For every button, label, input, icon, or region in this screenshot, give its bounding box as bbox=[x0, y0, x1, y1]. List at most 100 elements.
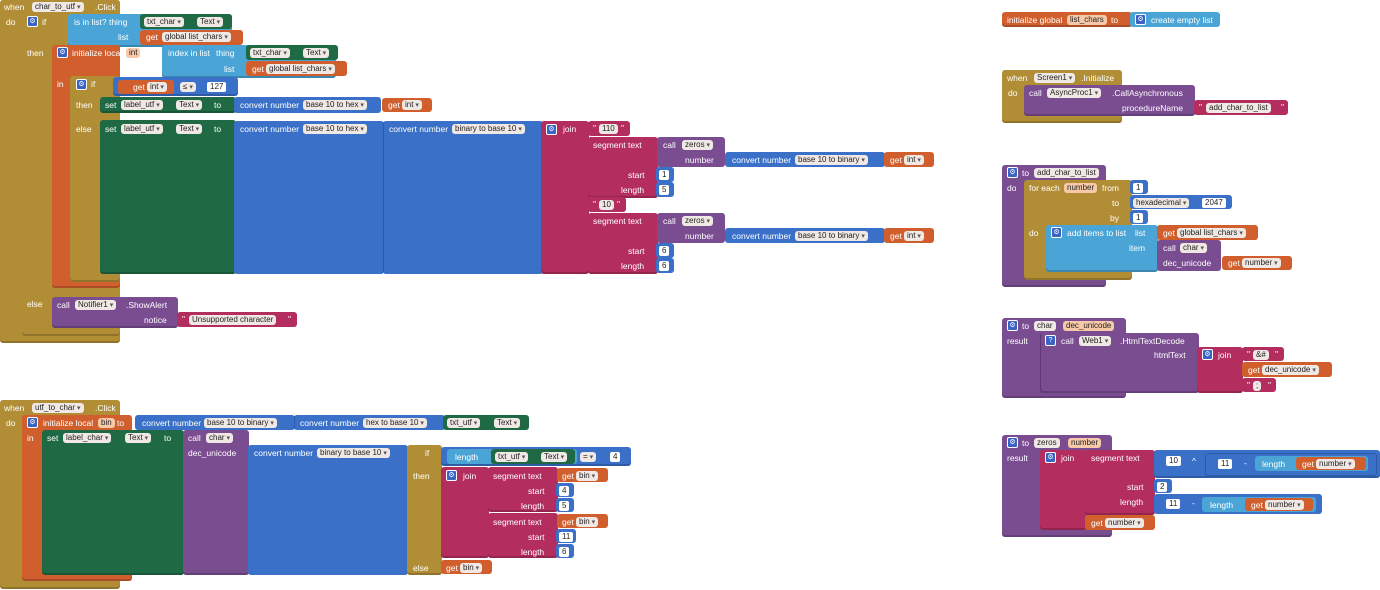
asyncproc1-dropdown[interactable]: AsyncProc1 bbox=[1047, 88, 1102, 98]
param-name[interactable]: dec_unicode bbox=[1063, 321, 1115, 331]
global-list-chars-dropdown[interactable]: global list_chars bbox=[266, 64, 335, 74]
global-list-chars-dropdown[interactable]: global list_chars bbox=[1177, 228, 1246, 238]
number-127[interactable]: 127 bbox=[207, 82, 227, 92]
mutator-gear-icon[interactable]: ⚙ bbox=[1007, 320, 1018, 331]
local-bin-name[interactable]: bin bbox=[98, 418, 115, 428]
component-dropdown[interactable]: char_to_utf bbox=[32, 2, 84, 12]
component-dropdown[interactable]: utf_to_char bbox=[32, 403, 84, 413]
join-block[interactable] bbox=[541, 121, 589, 274]
mutator-gear-icon[interactable]: ⚙ bbox=[27, 417, 38, 428]
bin-dropdown[interactable]: bin bbox=[576, 517, 599, 527]
number-11[interactable]: 11 bbox=[559, 532, 574, 542]
proc-name-text[interactable]: add_char_to_list bbox=[1206, 103, 1271, 113]
global-list-chars-dropdown[interactable]: global list_chars bbox=[162, 32, 231, 42]
number-4[interactable]: 4 bbox=[610, 452, 621, 462]
text-prop-dropdown[interactable]: Text bbox=[176, 100, 203, 110]
add-items-block[interactable] bbox=[1046, 225, 1158, 272]
global-name[interactable]: list_chars bbox=[1067, 15, 1107, 25]
mutator-gear-icon[interactable]: ⚙ bbox=[57, 47, 68, 58]
mutator-gear-icon[interactable]: ⚙ bbox=[446, 470, 457, 481]
txt-char-dropdown[interactable]: txt_char bbox=[250, 48, 290, 58]
mutator-gear-icon[interactable]: ⚙ bbox=[1007, 167, 1018, 178]
create-empty-list-block[interactable] bbox=[1130, 12, 1220, 27]
text-prop-dropdown[interactable]: Text bbox=[197, 17, 224, 27]
bin-dropdown[interactable]: bin bbox=[576, 471, 599, 481]
txt-utf-dropdown[interactable]: txt_utf bbox=[447, 418, 481, 428]
text-10[interactable]: 10 bbox=[599, 200, 614, 210]
local-int-name[interactable]: int bbox=[126, 48, 141, 58]
txt-utf-dropdown[interactable]: txt_utf bbox=[495, 452, 529, 462]
base-10-to-binary-dropdown[interactable]: base 10 to binary bbox=[795, 155, 868, 165]
bin-dropdown[interactable]: bin bbox=[460, 563, 483, 573]
number-6[interactable]: 6 bbox=[659, 246, 670, 256]
text-amp[interactable]: &# bbox=[1253, 350, 1269, 360]
label-utf-dropdown[interactable]: label_utf bbox=[121, 100, 163, 110]
segment-text-block[interactable] bbox=[588, 137, 658, 198]
set-label-utf-else[interactable] bbox=[100, 120, 236, 274]
base-10-to-hex-dropdown[interactable]: base 10 to hex bbox=[303, 124, 367, 134]
base-10-to-hex-dropdown[interactable]: base 10 to hex bbox=[303, 100, 367, 110]
number-1[interactable]: 1 bbox=[659, 170, 670, 180]
number-6[interactable]: 6 bbox=[559, 547, 570, 557]
char-proc-dropdown[interactable]: char bbox=[206, 433, 234, 443]
number-dropdown[interactable]: number bbox=[1105, 518, 1144, 528]
number-2047[interactable]: 2047 bbox=[1202, 198, 1226, 208]
segment-text-block[interactable] bbox=[1085, 450, 1155, 515]
number-5[interactable]: 5 bbox=[659, 185, 670, 195]
label-utf-dropdown[interactable]: label_utf bbox=[121, 124, 163, 134]
inline-if-block[interactable] bbox=[407, 445, 442, 575]
binary-to-base-10-dropdown[interactable]: binary to base 10 bbox=[452, 124, 525, 134]
text-semi[interactable]: ; bbox=[1253, 381, 1262, 391]
char-proc-dropdown[interactable]: char bbox=[1180, 243, 1208, 253]
mutator-gear-icon[interactable]: ⚙ bbox=[1202, 349, 1213, 360]
join-block[interactable] bbox=[441, 467, 489, 558]
proc-name[interactable]: char bbox=[1034, 321, 1056, 331]
number-11[interactable]: 11 bbox=[1218, 459, 1233, 469]
screen1-dropdown[interactable]: Screen1 bbox=[1034, 73, 1076, 83]
hex-to-base-10-dropdown[interactable]: hex to base 10 bbox=[363, 418, 427, 428]
zeros-proc-dropdown[interactable]: zeros bbox=[682, 140, 714, 150]
convert-b2-to-b10-block[interactable] bbox=[248, 445, 408, 575]
label-char-dropdown[interactable]: label_char bbox=[63, 433, 112, 443]
param-name[interactable]: number bbox=[1068, 438, 1102, 448]
txt-char-dropdown[interactable]: txt_char bbox=[144, 17, 184, 27]
mutator-gear-icon[interactable]: ⚙ bbox=[1051, 227, 1062, 238]
text-prop-dropdown[interactable]: Text bbox=[494, 418, 521, 428]
compare-op-dropdown[interactable]: ≤ bbox=[180, 82, 196, 92]
number-1[interactable]: 1 bbox=[1133, 213, 1144, 223]
mutator-gear-icon[interactable]: ⚙ bbox=[76, 79, 87, 90]
help-icon[interactable]: ? bbox=[1045, 335, 1056, 346]
int-dropdown[interactable]: int bbox=[147, 82, 167, 92]
number-dropdown[interactable]: number bbox=[1316, 459, 1355, 469]
segment-text-block[interactable] bbox=[488, 467, 558, 512]
number-4[interactable]: 4 bbox=[559, 486, 570, 496]
hexadecimal-dropdown[interactable]: hexadecimal bbox=[1133, 198, 1190, 208]
base-10-to-binary-dropdown[interactable]: base 10 to binary bbox=[795, 231, 868, 241]
proc-name[interactable]: zeros bbox=[1034, 438, 1060, 448]
number-6[interactable]: 6 bbox=[659, 261, 670, 271]
join-block[interactable] bbox=[1040, 450, 1086, 530]
number-dropdown[interactable]: number bbox=[1265, 500, 1304, 510]
number-2[interactable]: 2 bbox=[1157, 482, 1168, 492]
base-10-to-binary-dropdown[interactable]: base 10 to binary bbox=[204, 418, 277, 428]
web1-dropdown[interactable]: Web1 bbox=[1079, 336, 1112, 346]
mutator-gear-icon[interactable]: ⚙ bbox=[1045, 452, 1056, 463]
text-prop-dropdown[interactable]: Text bbox=[176, 124, 203, 134]
text-prop-dropdown[interactable]: Text bbox=[125, 433, 152, 443]
int-dropdown[interactable]: int bbox=[904, 155, 924, 165]
dec-unicode-dropdown[interactable]: dec_unicode bbox=[1262, 365, 1319, 375]
mutator-gear-icon[interactable]: ⚙ bbox=[1135, 14, 1146, 25]
mutator-gear-icon[interactable]: ⚙ bbox=[1007, 437, 1018, 448]
segment-text-block[interactable] bbox=[488, 513, 558, 558]
segment-text-block[interactable] bbox=[588, 213, 658, 274]
call-web1-decode[interactable] bbox=[1040, 333, 1199, 393]
compare-op-dropdown[interactable]: = bbox=[580, 452, 597, 462]
int-dropdown[interactable]: int bbox=[402, 100, 422, 110]
call-char-block[interactable] bbox=[183, 430, 249, 575]
number-5[interactable]: 5 bbox=[559, 501, 570, 511]
convert-b2-block[interactable] bbox=[383, 121, 543, 274]
number-1[interactable]: 1 bbox=[1133, 183, 1144, 193]
text-110[interactable]: 110 bbox=[599, 124, 618, 134]
set-label-char-text[interactable] bbox=[42, 430, 184, 575]
int-dropdown[interactable]: int bbox=[904, 231, 924, 241]
